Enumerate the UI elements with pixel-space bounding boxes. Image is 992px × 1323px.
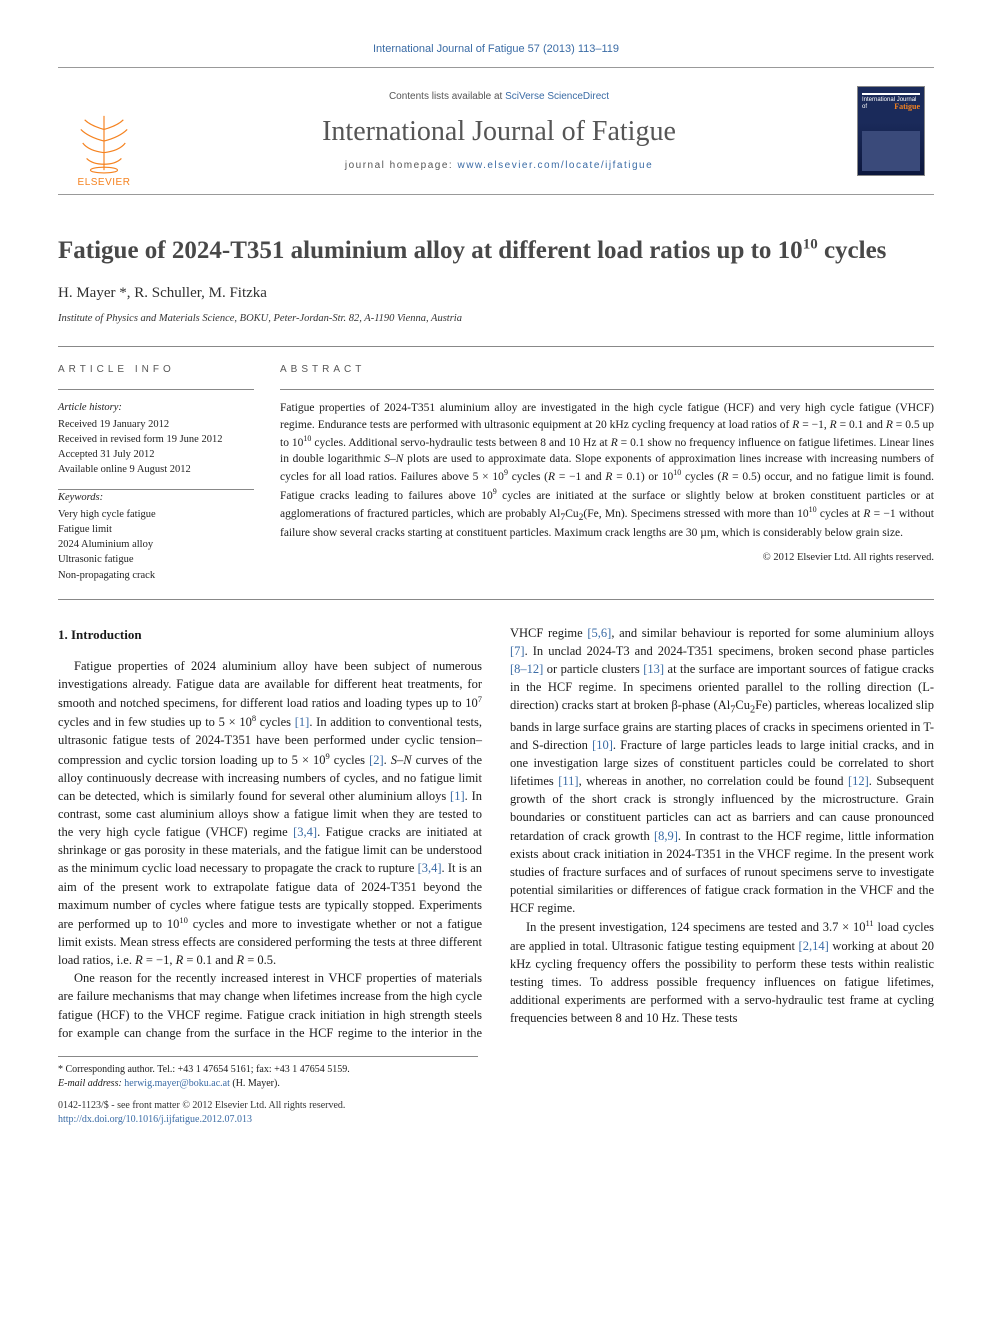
history-line: Accepted 31 July 2012 (58, 447, 254, 462)
front-matter-bar: 0142-1123/$ - see front matter © 2012 El… (58, 1099, 934, 1127)
corr-author-email-link[interactable]: herwig.mayer@boku.ac.at (124, 1078, 230, 1089)
title-text-pre: Fatigue of 2024-T351 aluminium alloy at … (58, 237, 803, 264)
journal-reference: International Journal of Fatigue 57 (201… (58, 42, 934, 57)
article-info-label: ARTICLE INFO (58, 363, 254, 377)
history-line: Available online 9 August 2012 (58, 462, 254, 477)
journal-homepage-link[interactable]: www.elsevier.com/locate/ijfatigue (457, 160, 653, 171)
keyword: Fatigue limit (58, 522, 254, 537)
keywords-head: Keywords: (58, 490, 254, 505)
divider (58, 599, 934, 600)
article-title: Fatigue of 2024-T351 aluminium alloy at … (58, 235, 934, 266)
corr-author-line: * Corresponding author. Tel.: +43 1 4765… (58, 1063, 478, 1077)
abstract-text: Fatigue properties of 2024-T351 aluminiu… (280, 400, 934, 541)
publisher-block: ELSEVIER (58, 68, 150, 194)
elsevier-tree-icon (75, 112, 133, 174)
journal-masthead: ELSEVIER Contents lists available at Sci… (58, 67, 934, 195)
title-superscript: 10 (803, 237, 818, 253)
keyword: Very high cycle fatigue (58, 507, 254, 522)
email-label: E-mail address: (58, 1078, 122, 1089)
keyword: 2024 Aluminium alloy (58, 537, 254, 552)
sciencedirect-link[interactable]: SciVerse ScienceDirect (505, 91, 609, 102)
title-text-post: cycles (818, 237, 887, 264)
cover-accent-text: Fatigue (894, 101, 920, 112)
body-paragraph: Fatigue properties of 2024 aluminium all… (58, 657, 482, 970)
author-list: H. Mayer *, R. Schuller, M. Fitzka (58, 283, 934, 304)
divider (280, 389, 934, 390)
keyword: Ultrasonic fatigue (58, 552, 254, 567)
publisher-label: ELSEVIER (78, 176, 131, 190)
body-paragraph: In the present investigation, 124 specim… (510, 917, 934, 1027)
divider (58, 389, 254, 390)
keyword: Non-propagating crack (58, 568, 254, 583)
history-line: Received 19 January 2012 (58, 417, 254, 432)
corresponding-author-footnote: * Corresponding author. Tel.: +43 1 4765… (58, 1056, 478, 1091)
homepage-prefix: journal homepage: (345, 160, 458, 171)
email-who: (H. Mayer). (232, 1078, 279, 1089)
contents-available-line: Contents lists available at SciVerse Sci… (389, 90, 609, 104)
journal-title: International Journal of Fatigue (322, 112, 676, 151)
contents-prefix: Contents lists available at (389, 91, 505, 102)
abstract-copyright: © 2012 Elsevier Ltd. All rights reserved… (280, 551, 934, 566)
front-matter-text: 0142-1123/$ - see front matter © 2012 El… (58, 1099, 345, 1113)
journal-cover-thumb: International Journal of Fatigue (848, 68, 934, 194)
abstract-label: ABSTRACT (280, 363, 934, 377)
doi-link[interactable]: http://dx.doi.org/10.1016/j.ijfatigue.20… (58, 1114, 252, 1125)
journal-homepage-line: journal homepage: www.elsevier.com/locat… (345, 159, 653, 173)
article-history-head: Article history: (58, 400, 254, 415)
affiliation: Institute of Physics and Materials Scien… (58, 312, 934, 327)
section-heading-introduction: 1. Introduction (58, 626, 482, 645)
cover-image-placeholder (862, 131, 920, 171)
history-line: Received in revised form 19 June 2012 (58, 432, 254, 447)
